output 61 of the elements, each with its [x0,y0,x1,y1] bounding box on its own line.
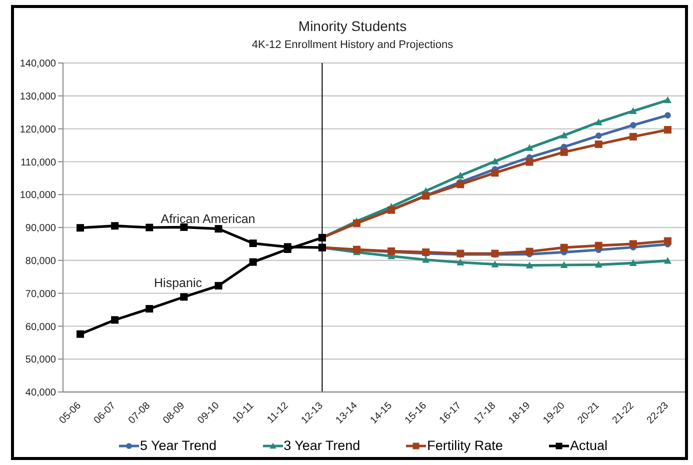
y-tick-label: 90,000 [25,223,56,234]
point [214,282,222,290]
point [526,144,534,151]
point [146,224,154,232]
chart-subtitle: 4K-12 Enrollment History and Projections [250,39,454,51]
point [594,118,602,126]
point [629,107,637,114]
point [595,132,602,139]
point [456,180,464,188]
point [664,237,672,245]
legend-label: 3 Year Trend [284,438,360,453]
point [629,132,637,140]
y-tick-label: 130,000 [20,91,56,102]
chart-title: Minority Students [297,18,408,34]
point [76,224,84,232]
annotation: Hispanic [154,276,202,290]
point [76,330,84,338]
point [491,260,499,268]
point [146,305,154,313]
point [664,126,672,134]
point [629,240,637,248]
point [560,261,568,268]
point [491,169,499,177]
point [664,96,672,104]
y-tick-label: 60,000 [25,322,56,333]
point [560,148,568,156]
legend-label: Actual [570,438,608,453]
y-tick-label: 80,000 [25,256,56,267]
point [249,258,257,266]
point [214,225,222,233]
point [664,112,671,118]
point [526,158,534,166]
point [594,260,602,268]
point [456,258,464,266]
point [249,240,257,248]
point [111,316,119,324]
point [456,172,464,179]
point [491,158,499,164]
point [630,122,636,128]
point [664,256,672,264]
y-tick-label: 140,000 [20,58,56,70]
point [594,242,602,250]
y-tick-label: 70,000 [25,288,56,300]
y-tick-label: 40,000 [25,388,56,399]
point [180,293,188,301]
y-tick-label: 100,000 [20,190,56,202]
point [111,222,119,230]
legend-label: Fertility Rate [427,438,503,453]
point [560,244,568,252]
point [629,259,637,266]
point [526,248,534,256]
y-tick-label: 50,000 [25,354,56,366]
point [422,256,430,263]
legend-label: 5 Year Trend [140,438,217,453]
y-tick-label: 110,000 [20,157,56,168]
point [560,132,568,138]
point [526,262,534,268]
point [180,223,188,231]
annotation: African American [160,212,256,226]
y-tick-label: 120,000 [20,124,56,136]
point [594,140,602,148]
